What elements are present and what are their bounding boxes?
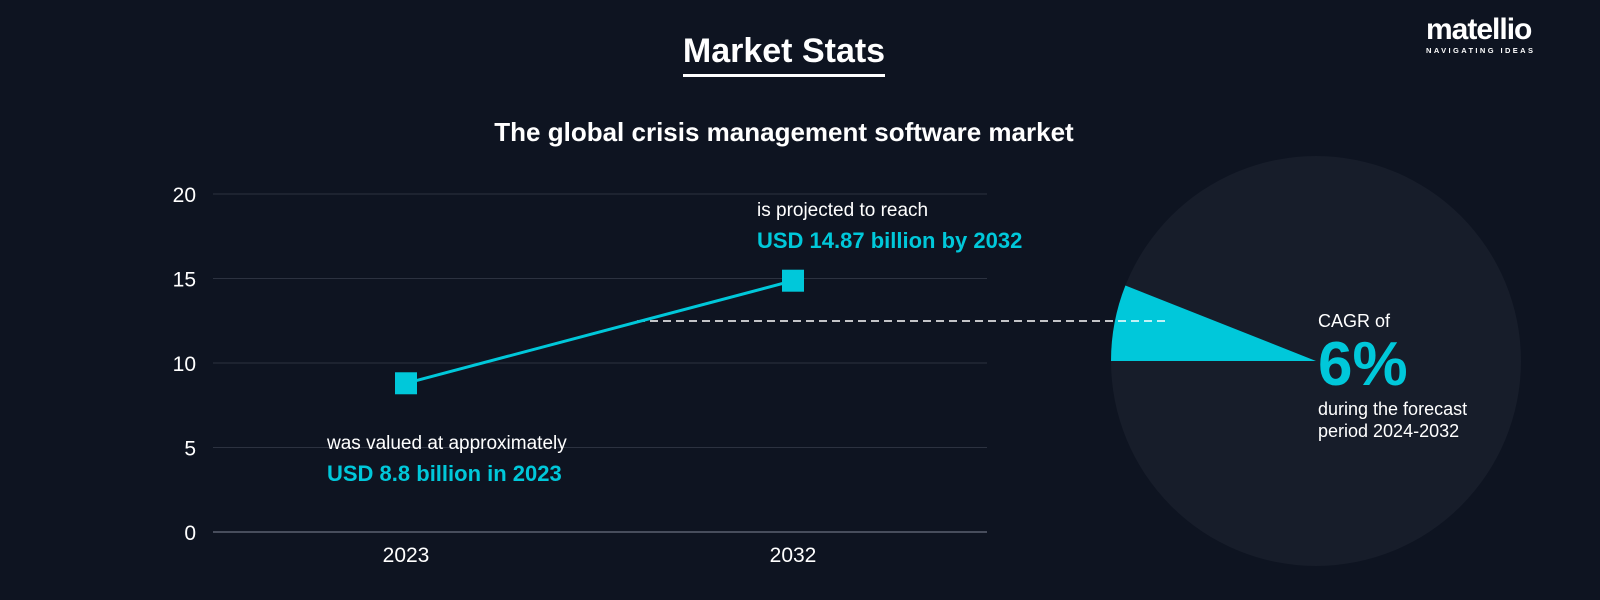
logo: matellio NAVIGATING IDEAS xyxy=(1426,13,1536,56)
data-point xyxy=(782,269,804,292)
annotation-start: was valued at approximately USD 8.8 bill… xyxy=(327,433,567,486)
y-tick-label: 0 xyxy=(184,522,196,545)
pie-slice-cagr xyxy=(1111,285,1316,361)
chart-title: The global crisis management software ma… xyxy=(494,117,1074,147)
y-tick-label: 5 xyxy=(184,438,196,461)
data-point xyxy=(395,372,417,395)
page-title: Market Stats xyxy=(0,32,1568,77)
y-tick-label: 20 xyxy=(173,184,196,207)
x-tick-label: 2023 xyxy=(383,544,430,567)
annotation-end: is projected to reach USD 14.87 billion … xyxy=(757,200,1023,253)
cagr-callout: CAGR of 6% during the forecast period 20… xyxy=(1318,311,1468,441)
y-tick-label: 10 xyxy=(173,353,196,376)
x-tick-label: 2032 xyxy=(770,544,817,567)
series-line xyxy=(405,279,794,385)
y-tick-label: 15 xyxy=(173,269,196,292)
